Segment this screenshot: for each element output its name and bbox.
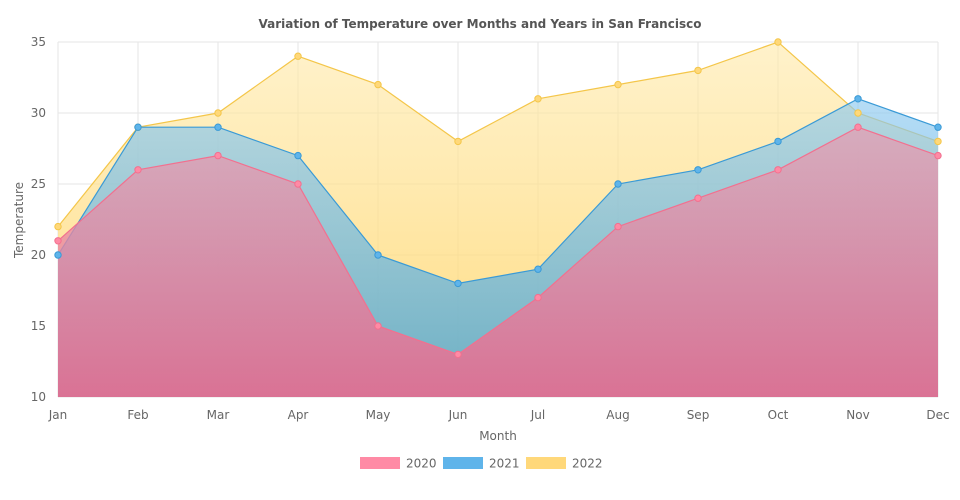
data-point-2020[interactable] (54, 237, 62, 245)
legend: 2020 2021 2022 (360, 457, 603, 471)
data-point-2020[interactable] (214, 151, 222, 160)
data-point-2020[interactable] (294, 180, 302, 188)
x-tick-label: Mar (207, 408, 230, 422)
data-point-2021[interactable] (214, 123, 222, 131)
legend-label: 2021 (489, 457, 520, 471)
data-point-2021[interactable] (694, 166, 702, 174)
line-series-2021 (57, 98, 939, 285)
legend-swatch (360, 457, 400, 469)
x-tick-label: Jun (448, 408, 468, 422)
data-point-2021[interactable] (934, 123, 942, 131)
x-tick-label: Feb (127, 408, 148, 422)
x-tick-label: Dec (926, 408, 949, 422)
legend-label: 2022 (572, 457, 603, 471)
data-point-2022[interactable] (614, 80, 622, 89)
chart-title: Variation of Temperature over Months and… (259, 17, 702, 31)
data-point-2022[interactable] (54, 222, 62, 231)
data-point-2022[interactable] (854, 109, 862, 117)
x-tick-label: Apr (288, 408, 309, 422)
data-point-2022[interactable] (534, 95, 542, 103)
data-point-2022[interactable] (454, 137, 462, 146)
data-point-2022[interactable] (774, 38, 782, 46)
series-areas (57, 41, 939, 398)
data-point-2021[interactable] (774, 137, 782, 146)
y-tick-label: 25 (31, 177, 46, 191)
data-point-2022[interactable] (294, 52, 302, 60)
legend-item-2022[interactable]: 2022 (526, 457, 603, 471)
legend-swatch (526, 457, 566, 469)
data-point-2021[interactable] (854, 95, 862, 103)
legend-item-2020[interactable]: 2020 (360, 457, 437, 471)
legend-swatch (443, 457, 483, 469)
series-points (54, 38, 942, 359)
x-tick-label: Sep (687, 408, 710, 422)
data-point-2020[interactable] (774, 166, 782, 174)
x-tick-label: Jan (48, 408, 68, 422)
y-axis-title: Temperature (12, 182, 26, 259)
x-axis-title: Month (479, 429, 517, 443)
data-point-2022[interactable] (934, 137, 942, 146)
x-tick-label: Jul (530, 408, 545, 422)
data-point-2020[interactable] (534, 293, 542, 302)
data-point-2022[interactable] (694, 66, 702, 75)
x-tick-label: Oct (768, 408, 789, 422)
data-point-2020[interactable] (374, 322, 382, 330)
data-point-2020[interactable] (454, 350, 462, 359)
data-point-2021[interactable] (534, 265, 542, 273)
y-axis-ticks: 10 15 20 25 30 35 (31, 35, 46, 404)
x-tick-label: May (366, 408, 391, 422)
y-tick-label: 15 (31, 319, 46, 333)
y-tick-label: 30 (31, 106, 46, 120)
data-point-2021[interactable] (614, 180, 622, 188)
data-point-2021[interactable] (454, 279, 462, 288)
y-tick-label: 35 (31, 35, 46, 49)
data-point-2020[interactable] (614, 222, 622, 231)
y-tick-label: 10 (31, 390, 46, 404)
data-point-2021[interactable] (294, 151, 302, 160)
legend-item-2021[interactable]: 2021 (443, 457, 520, 471)
line-series-2022 (57, 41, 939, 227)
area-series-2020 (58, 127, 938, 397)
legend-label: 2020 (406, 457, 437, 471)
data-point-2021[interactable] (54, 251, 62, 259)
data-point-2022[interactable] (214, 109, 222, 117)
data-point-2021[interactable] (374, 251, 382, 259)
data-point-2020[interactable] (854, 123, 862, 131)
x-tick-label: Nov (846, 408, 869, 422)
data-point-2020[interactable] (934, 151, 942, 160)
data-point-2021[interactable] (134, 123, 142, 131)
y-tick-label: 20 (31, 248, 46, 262)
data-point-2020[interactable] (694, 194, 702, 202)
data-point-2020[interactable] (134, 166, 142, 174)
line-series-2020 (57, 126, 939, 356)
x-axis-ticks: Jan Feb Mar Apr May Jun Jul Aug Sep Oct Nov Dec (48, 408, 950, 422)
x-tick-label: Aug (606, 408, 629, 422)
data-point-2022[interactable] (374, 80, 382, 89)
